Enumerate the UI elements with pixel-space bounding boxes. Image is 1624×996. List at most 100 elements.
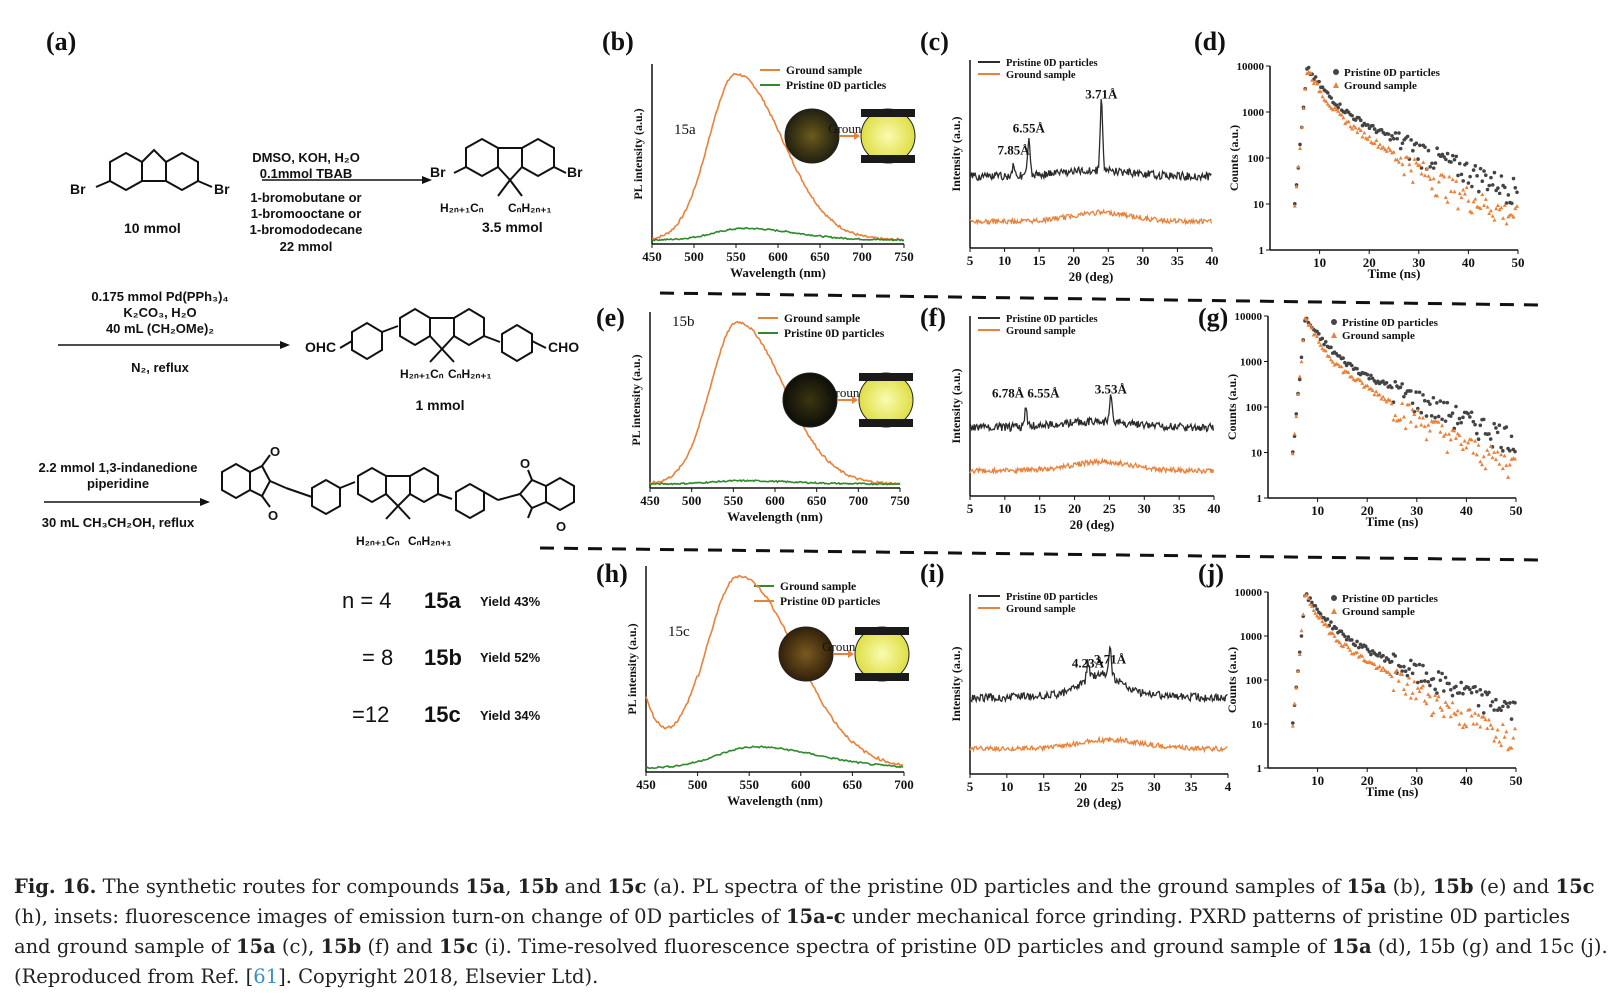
chart-panel-h: (h) 450 500 550 600 650 700 Wavelength (nm) PL i…	[596, 559, 914, 808]
decay-point-ground	[1362, 130, 1367, 135]
decay-point-ground	[1332, 634, 1337, 638]
decay-point-pristine	[1509, 717, 1514, 721]
decay-point-ground	[1384, 149, 1389, 153]
legend-marker	[1333, 69, 1339, 75]
decay-point-pristine	[1384, 380, 1389, 385]
decay-point-ground	[1372, 662, 1377, 667]
caption-ref-link[interactable]: 61	[253, 965, 279, 988]
caption-15ac: 15a-c	[785, 905, 846, 928]
decay-point-ground	[1301, 612, 1306, 616]
decay-point-ground	[1374, 389, 1379, 394]
panel-label: (g)	[1198, 303, 1228, 332]
chart-panel-b: (b) 450 500 550 600 650 700 750 Wavelength (nm) P…	[602, 27, 916, 280]
decay-point-ground	[1488, 443, 1493, 448]
decay-point-ground	[1419, 171, 1424, 176]
decay-point-ground	[1389, 674, 1394, 679]
decay-point-pristine	[1391, 136, 1396, 141]
decay-point-ground	[1311, 332, 1316, 337]
decay-point-pristine	[1417, 390, 1422, 395]
decay-point-pristine	[1456, 173, 1460, 178]
x-tick-label: 50	[1512, 255, 1525, 270]
decay-point-ground	[1355, 650, 1360, 655]
step2-cond-3: 40 mL (CH₂OMe)₂	[106, 321, 214, 336]
decay-point-pristine	[1297, 377, 1302, 382]
decay-point-pristine	[1398, 664, 1403, 669]
caption-15a-c: 15a	[235, 935, 276, 958]
legend-marker	[1331, 595, 1337, 601]
decay-point-ground	[1438, 705, 1443, 710]
decay-point-ground	[1358, 128, 1363, 133]
decay-point-ground	[1388, 672, 1393, 677]
decay-point-pristine	[1448, 687, 1453, 692]
decay-point-ground	[1313, 610, 1318, 615]
decay-point-ground	[1438, 429, 1443, 434]
decay-point-pristine	[1492, 421, 1496, 426]
x-tick-label: 550	[739, 777, 759, 792]
legend-label: Pristine 0D particles	[784, 328, 885, 340]
legend-label: Pristine 0D particles	[1344, 67, 1441, 79]
decay-point-ground	[1351, 123, 1356, 128]
legend-label: Pristine 0D particles	[1342, 317, 1439, 329]
decay-point-ground	[1412, 157, 1417, 161]
decay-point-ground	[1476, 712, 1481, 717]
decay-point-pristine	[1393, 131, 1398, 135]
decay-point-ground	[1488, 208, 1493, 213]
decay-point-ground	[1500, 722, 1505, 726]
decay-point-ground	[1336, 109, 1341, 113]
decay-point-pristine	[1386, 657, 1391, 662]
decay-point-pristine	[1409, 389, 1413, 393]
x-tick-label: 20	[1361, 503, 1374, 518]
decay-point-pristine	[1492, 170, 1497, 175]
decay-point-ground	[1427, 694, 1432, 699]
decay-point-ground	[1504, 729, 1509, 734]
step3-cond-2: piperidine	[87, 476, 149, 491]
decay-point-ground	[1453, 712, 1458, 717]
decay-point-pristine	[1419, 166, 1424, 170]
decay-point-pristine	[1356, 645, 1361, 650]
alkyl-right-3: CₙH₂ₙ₊₁	[408, 534, 452, 548]
decay-point-pristine	[1494, 697, 1498, 702]
decay-point-pristine	[1478, 166, 1483, 171]
decay-point-pristine	[1513, 186, 1518, 190]
decay-point-pristine	[1461, 179, 1465, 183]
decay-point-ground	[1299, 628, 1304, 633]
decay-point-pristine	[1409, 658, 1413, 663]
decay-point-ground	[1506, 747, 1511, 752]
chart-panel-j: (j) 10 20 30 40 50 Time (ns) Counts (a.u.) 10000…	[1198, 559, 1523, 799]
decay-point-ground	[1431, 419, 1436, 424]
decay-point-pristine	[1426, 679, 1431, 684]
x-axis-label: Time (ns)	[1366, 784, 1419, 799]
decay-point-ground	[1424, 166, 1429, 171]
decay-point-ground	[1384, 399, 1389, 404]
x-tick-label: 750	[890, 493, 910, 508]
alkyl-right-2: CₙH₂ₙ₊₁	[448, 367, 492, 381]
legend-label: Ground sample	[786, 65, 862, 77]
decay-point-ground	[1308, 602, 1313, 606]
decay-point-pristine	[1481, 711, 1486, 715]
decay-point-pristine	[1350, 638, 1354, 642]
decay-point-pristine	[1402, 664, 1406, 669]
caption-15a-b: 15a	[1346, 875, 1387, 898]
legend-label: Ground sample	[1006, 604, 1076, 615]
decay-point-pristine	[1497, 423, 1502, 427]
decay-point-ground	[1445, 703, 1450, 707]
decay-point-pristine	[1464, 161, 1469, 166]
decay-point-pristine	[1440, 152, 1445, 157]
x-tick-label: 10	[998, 253, 1011, 268]
x-axis-label: Wavelength (nm)	[730, 265, 826, 280]
decay-point-ground	[1322, 97, 1327, 102]
decay-point-ground	[1391, 417, 1396, 422]
grinding-label: Ground	[828, 121, 868, 136]
decay-point-ground	[1483, 197, 1488, 201]
decay-point-pristine	[1469, 691, 1474, 695]
decay-point-pristine	[1398, 385, 1403, 390]
decay-point-pristine	[1325, 91, 1330, 95]
y-tick-label: 100	[1248, 153, 1265, 165]
decay-point-ground	[1452, 189, 1457, 194]
yield-n-3: =12	[352, 702, 389, 727]
final-product-structure	[221, 454, 575, 520]
x-tick-label: 5	[967, 501, 974, 516]
decay-point-ground	[1435, 193, 1440, 198]
ground-sample-image	[860, 108, 916, 164]
decay-point-ground	[1381, 144, 1386, 149]
